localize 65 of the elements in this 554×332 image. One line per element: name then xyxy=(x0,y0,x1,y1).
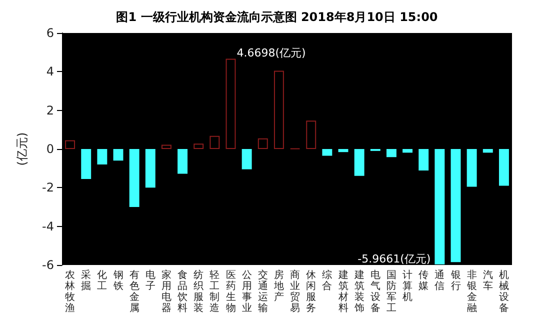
bar xyxy=(450,149,461,262)
x-tick-label: 钢铁 xyxy=(112,270,124,292)
y-tick-label: 0 xyxy=(46,142,54,156)
x-tick-label: 建筑装饰 xyxy=(353,269,364,314)
bar xyxy=(322,149,332,156)
x-tick-label: 农林牧渔 xyxy=(64,270,76,314)
y-tick-label: 2 xyxy=(46,103,54,118)
bar xyxy=(258,138,268,149)
bar xyxy=(498,149,509,186)
annotation: -5.9661(亿元) xyxy=(358,252,431,266)
x-tick-label: 纺织服装 xyxy=(194,269,204,314)
y-axis-title: (亿元) xyxy=(15,132,29,166)
bar xyxy=(145,149,156,188)
bar xyxy=(97,149,108,164)
bar xyxy=(402,149,413,153)
bar xyxy=(482,149,493,153)
x-tick-label: 汽车 xyxy=(482,269,493,292)
y-tick-label: -6 xyxy=(42,258,54,272)
bar xyxy=(274,70,284,149)
bar xyxy=(386,149,396,158)
x-tick-label: 房地产 xyxy=(272,269,284,303)
y-tick-label: 4 xyxy=(46,64,54,79)
annotation: 4.6698(亿元) xyxy=(236,46,306,60)
bar xyxy=(194,144,204,149)
x-tick-label: 商业贸易 xyxy=(290,269,300,314)
x-tick-label: 国防军工 xyxy=(386,270,396,314)
x-tick-label: 非银金融 xyxy=(466,269,477,314)
x-tick-label: 休闲服务 xyxy=(306,270,316,314)
x-tick-label: 银行 xyxy=(450,270,461,292)
x-tick-label: 采掘 xyxy=(81,269,92,292)
x-tick-label: 计算机 xyxy=(402,269,413,303)
x-tick-label: 综合 xyxy=(322,269,332,292)
bar xyxy=(161,144,172,149)
bar xyxy=(65,140,76,149)
bar xyxy=(242,149,252,170)
bar xyxy=(306,120,316,149)
bar xyxy=(418,149,429,170)
x-tick-label: 食品饮料 xyxy=(176,269,188,314)
bar xyxy=(178,149,188,174)
bar xyxy=(210,136,220,149)
y-tick-label: -2 xyxy=(42,180,54,195)
bar xyxy=(434,149,445,264)
chart-title: 图1 一级行业机构资金流向示意图 2018年8月10日 15:00 xyxy=(116,10,438,24)
x-tick-label: 电气设备 xyxy=(370,269,380,314)
bar xyxy=(354,149,364,176)
bar xyxy=(338,149,348,152)
x-tick-label: 有色金属 xyxy=(129,269,140,314)
x-tick-label: 通信 xyxy=(434,269,445,292)
x-tick-label: 电子 xyxy=(145,269,156,292)
bar xyxy=(466,149,477,187)
x-tick-label: 化工 xyxy=(97,269,108,292)
x-tick-label: 传媒 xyxy=(418,270,429,292)
x-tick-label: 交通运输 xyxy=(258,269,268,314)
bar xyxy=(129,149,140,207)
bar xyxy=(113,149,124,161)
x-tick-label: 公用事业 xyxy=(242,269,252,314)
x-tick-label: 家用电器 xyxy=(161,269,172,314)
x-tick-label: 轻工制造 xyxy=(210,269,220,314)
bar xyxy=(226,58,236,149)
bar xyxy=(81,149,92,179)
y-tick-label: 6 xyxy=(46,26,54,40)
x-tick-label: 医药生物 xyxy=(226,270,236,314)
y-tick-label: -4 xyxy=(42,219,54,234)
x-tick-label: 机械设备 xyxy=(498,269,509,314)
x-tick-label: 建筑材料 xyxy=(337,269,348,314)
